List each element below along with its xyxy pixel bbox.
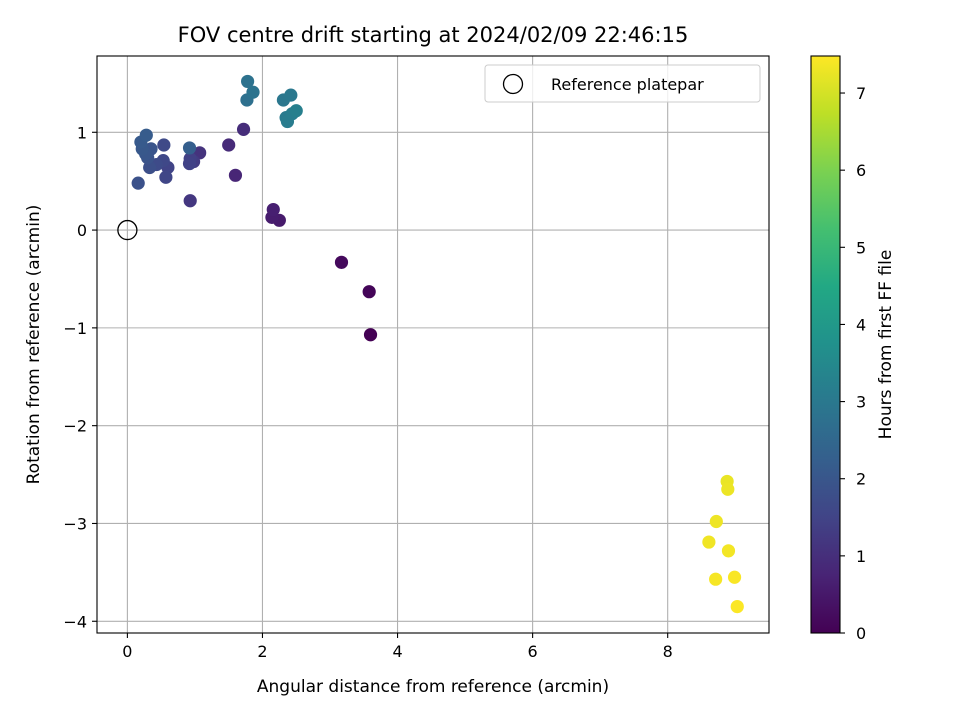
data-point [159, 170, 173, 184]
data-point [131, 176, 145, 190]
data-point [334, 255, 349, 269]
data-point [709, 572, 723, 586]
legend-box [484, 64, 761, 103]
data-point [727, 570, 742, 584]
data-point [228, 168, 243, 182]
colorbar-tick-label: 0 [856, 624, 866, 643]
data-point [183, 194, 197, 208]
legend-marker-open-circle [502, 73, 524, 95]
y-tick-label: 1 [77, 123, 87, 142]
x-axis-ticks: 0 2 4 6 8 [122, 633, 673, 661]
data-point [241, 74, 255, 89]
data-point [182, 156, 197, 171]
x-tick-label: 8 [663, 642, 673, 661]
colorbar-tick-label: 5 [856, 238, 866, 257]
data-point [284, 88, 298, 102]
data-point [266, 202, 280, 217]
data-point [143, 160, 157, 175]
data-point [730, 599, 744, 614]
legend: Reference platepar [484, 64, 761, 103]
colorbar-ticks: 0 1 2 3 4 5 6 7 [840, 84, 866, 643]
colorbar [810, 55, 841, 634]
data-point [236, 122, 251, 136]
colorbar-tick-label: 7 [856, 84, 866, 103]
chart-title: FOV centre drift starting at 2024/02/09 … [178, 23, 689, 47]
x-tick-label: 6 [528, 642, 538, 661]
data-point [363, 328, 378, 342]
grid-lines [97, 56, 769, 633]
data-point [139, 128, 153, 142]
legend-label: Reference platepar [551, 75, 704, 94]
data-points [131, 74, 744, 614]
data-point [157, 138, 171, 152]
y-tick-label: −1 [63, 319, 87, 338]
data-point [362, 285, 376, 299]
y-tick-label: 0 [77, 221, 87, 240]
colorbar-tick-label: 3 [856, 393, 866, 412]
data-point [246, 85, 260, 99]
x-tick-label: 2 [257, 642, 267, 661]
y-axis-ticks: −4 −3 −2 −1 0 1 [63, 123, 97, 631]
y-axis-label: Rotation from reference (arcmin) [24, 205, 44, 485]
plot-area-frame [96, 55, 770, 634]
colorbar-tick-label: 1 [856, 547, 866, 566]
y-tick-label: −3 [63, 514, 87, 533]
colorbar-tick-label: 6 [856, 161, 866, 180]
colorbar-label: Hours from first FF file [876, 250, 896, 440]
x-axis-label: Angular distance from reference (arcmin) [257, 677, 609, 697]
y-tick-label: −4 [63, 612, 87, 631]
data-point [702, 535, 716, 549]
x-tick-label: 4 [392, 642, 402, 661]
data-point [182, 141, 197, 155]
data-point [709, 514, 723, 529]
data-point [721, 544, 736, 558]
reference-platepar-marker [117, 219, 138, 241]
colorbar-tick-label: 2 [856, 470, 866, 489]
y-tick-label: −2 [63, 417, 87, 436]
data-point [289, 104, 303, 118]
data-point [721, 482, 735, 496]
data-point [222, 138, 236, 152]
colorbar-tick-label: 4 [856, 315, 866, 334]
x-tick-label: 0 [122, 642, 132, 661]
